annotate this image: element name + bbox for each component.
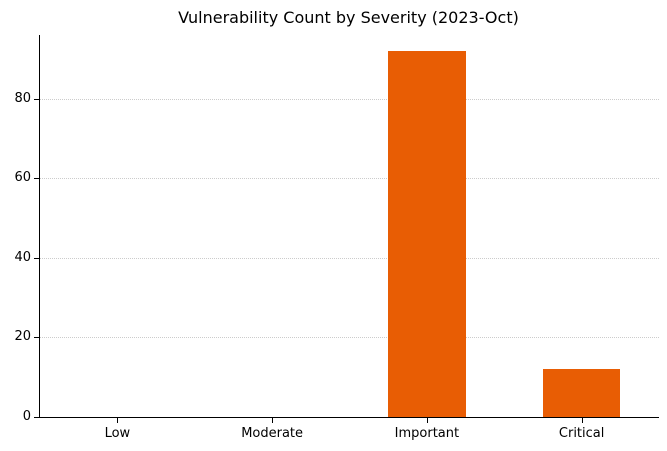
- y-tick-label: 80: [14, 90, 31, 106]
- x-tick-mark: [272, 418, 274, 423]
- x-tick-mark: [426, 418, 428, 423]
- x-tick-label-important: Important: [394, 426, 460, 441]
- y-tick-label: 40: [14, 249, 31, 265]
- y-tick-label: 0: [22, 409, 31, 424]
- y-tick-label: 60: [14, 170, 31, 186]
- gridline-y-40: [40, 257, 659, 259]
- gridline-y-20: [40, 337, 659, 339]
- x-tick-label-low: Low: [104, 426, 131, 441]
- y-tick-mark: [34, 417, 39, 418]
- chart-title: Vulnerability Count by Severity (2023-Oc…: [178, 8, 519, 27]
- y-tick-mark: [34, 257, 39, 259]
- x-tick-mark: [581, 418, 583, 423]
- x-tick-mark: [117, 418, 119, 423]
- x-tick-label-moderate: Moderate: [241, 426, 304, 441]
- y-tick-mark: [34, 337, 39, 339]
- bar-critical: [542, 369, 621, 417]
- plot-area: 0 20 40 60 80 Low Moderate Important Critical: [14, 35, 659, 441]
- y-tick-label: 20: [14, 329, 31, 345]
- y-tick-mark: [34, 98, 39, 100]
- bar-important: [388, 50, 466, 417]
- gridline-y-80: [40, 98, 659, 100]
- y-tick-mark: [34, 178, 39, 180]
- x-tick-label-critical: Critical: [558, 426, 605, 441]
- gridline-y-60: [40, 178, 659, 180]
